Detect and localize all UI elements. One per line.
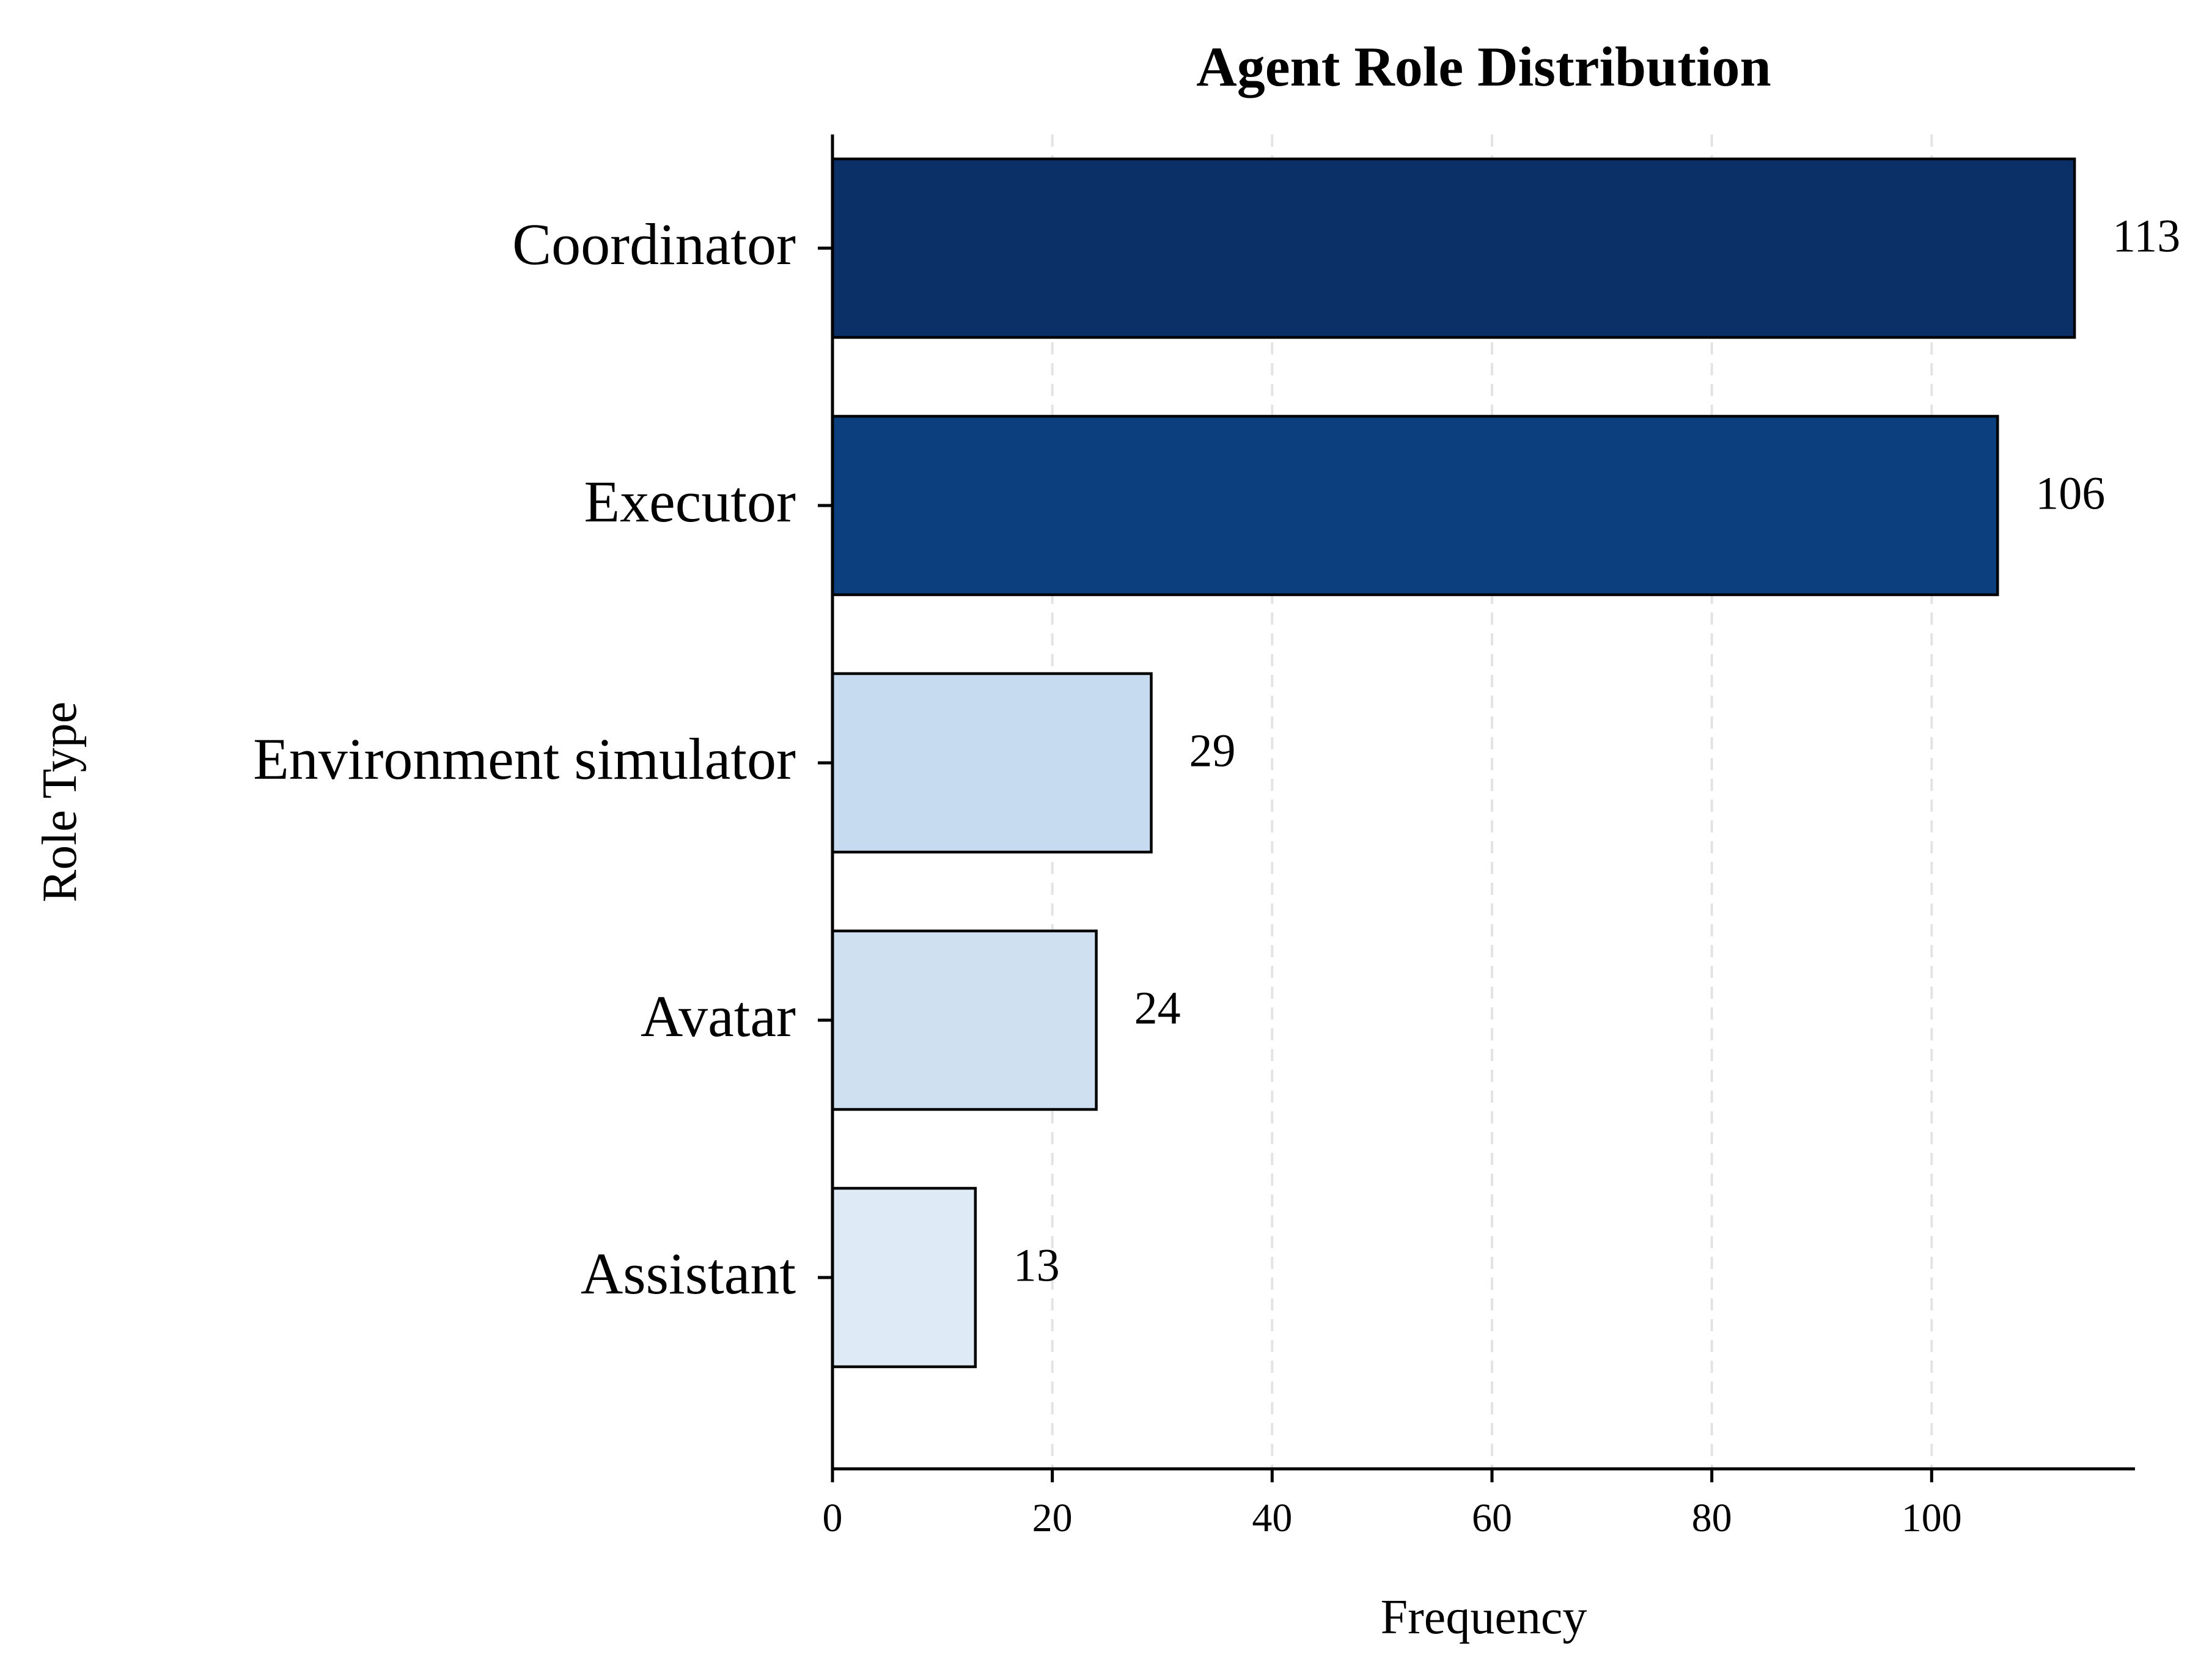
x-tick-label-60: 60 (1472, 1496, 1512, 1540)
bars (831, 157, 2076, 1369)
x-tick-label-0: 0 (823, 1496, 843, 1540)
value-label-assistant: 13 (1013, 1240, 1060, 1291)
x-tick-label-40: 40 (1252, 1496, 1292, 1540)
y-tick-label-avatar: Avatar (641, 984, 796, 1049)
bar-executor (831, 414, 1999, 597)
x-tick-label-100: 100 (1902, 1496, 1962, 1540)
y-tick-label-coordinator: Coordinator (512, 211, 796, 277)
x-tick-label-80: 80 (1692, 1496, 1732, 1540)
value-labels: 113 106 29 24 13 (1013, 210, 2180, 1291)
axes (831, 134, 2135, 1471)
y-tick-label-environment-simulator: Environment simulator (253, 726, 796, 792)
bar-avatar (831, 929, 1098, 1111)
y-tick-label-assistant: Assistant (581, 1241, 796, 1306)
bar-assistant (831, 1186, 977, 1369)
bar-environment-simulator (831, 672, 1153, 854)
x-tick-label-20: 20 (1032, 1496, 1073, 1540)
bar-coordinator (831, 157, 2076, 339)
y-axis-title: Role Type (33, 702, 87, 902)
ticks: Coordinator Executor Environment simulator… (253, 211, 1962, 1540)
value-label-coordinator: 113 (2112, 210, 2180, 262)
value-label-executor: 106 (2035, 468, 2105, 519)
y-tick-label-executor: Executor (584, 469, 796, 534)
chart-title: Agent Role Distribution (1196, 35, 1771, 98)
x-axis-title: Frequency (1381, 1590, 1587, 1644)
value-label-environment-simulator: 29 (1189, 725, 1236, 776)
value-label-avatar: 24 (1134, 982, 1181, 1034)
